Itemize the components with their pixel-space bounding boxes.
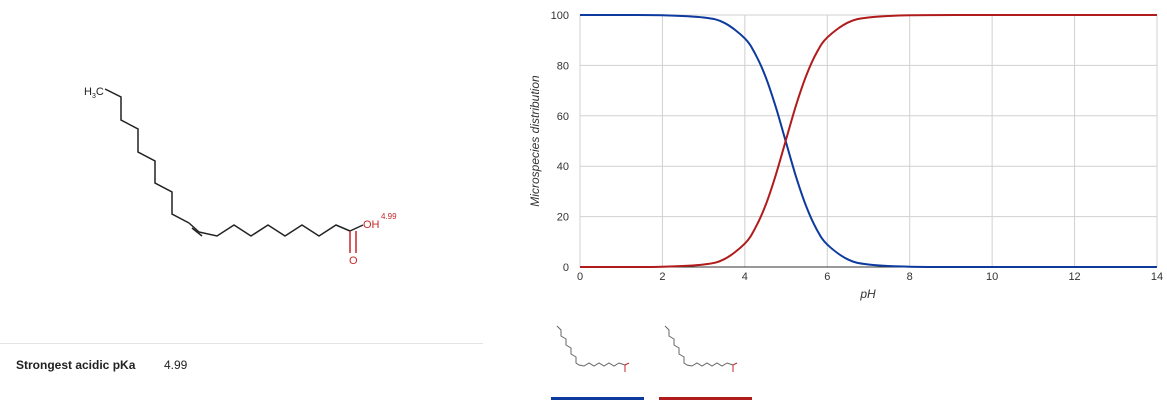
series-line-2	[579, 13, 1157, 269]
species-color-bar-1	[551, 397, 644, 400]
chart-lines	[579, 13, 1157, 269]
x-tick-label: 12	[1068, 271, 1080, 283]
x-tick-label: 2	[659, 271, 665, 283]
carboxyl-group	[349, 231, 357, 253]
microspecies-chart: 0 20 40 60 80 100 0 2 4 6 8 10 12 14 pH Microspecies…	[528, 10, 1163, 301]
species-color-bar-2	[659, 397, 752, 400]
pka-value: 4.99	[164, 358, 188, 372]
carbonyl-label: O	[349, 255, 358, 267]
species-thumbnail-2	[659, 318, 754, 400]
y-tick-label: 80	[557, 60, 569, 72]
x-tick-label: 6	[824, 271, 830, 283]
y-axis-label: Microspecies distribution	[528, 75, 542, 207]
carbon-chain	[104, 88, 364, 237]
chart-grid	[579, 14, 1158, 268]
x-tick-labels: 0 2 4 6 8 10 12 14	[577, 271, 1163, 283]
x-tick-label: 4	[742, 271, 748, 283]
molecule-structure: H3C OH 4.99 O	[84, 86, 397, 267]
pka-annotation: 4.99	[381, 212, 397, 221]
x-tick-label: 14	[1151, 271, 1163, 283]
y-tick-label: 0	[563, 262, 569, 274]
y-tick-label: 60	[557, 111, 569, 123]
x-tick-label: 10	[986, 271, 998, 283]
methyl-label: H3C	[84, 86, 104, 100]
x-tick-label: 0	[577, 271, 583, 283]
pka-label: Strongest acidic pKa	[16, 358, 136, 372]
x-axis-label: pH	[859, 287, 876, 301]
y-tick-label: 20	[557, 212, 569, 224]
species-thumbnail-1	[551, 318, 646, 400]
species-structure-1	[556, 325, 630, 372]
series-line-1	[579, 13, 1157, 269]
x-tick-label: 8	[907, 271, 913, 283]
y-tick-label: 100	[551, 10, 569, 22]
species-structure-2	[664, 325, 738, 372]
divider	[0, 343, 483, 344]
y-tick-labels: 0 20 40 60 80 100	[551, 10, 569, 274]
double-bond	[191, 227, 203, 237]
hydroxyl-label: OH	[363, 219, 380, 231]
y-tick-label: 40	[557, 161, 569, 173]
